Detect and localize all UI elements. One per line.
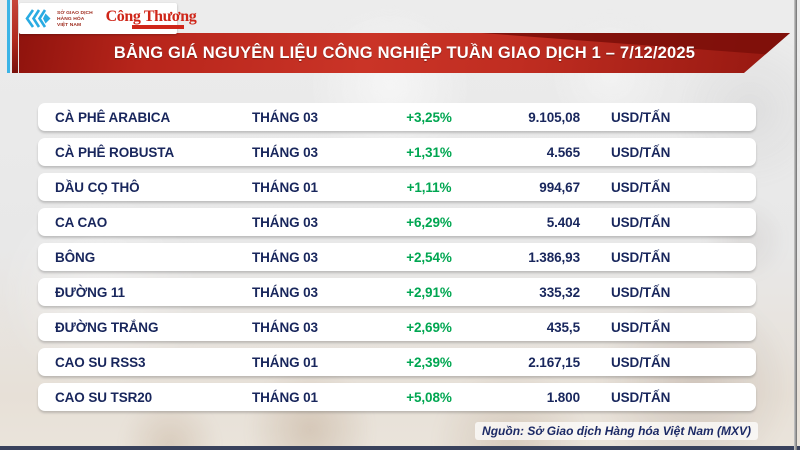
mxv-logo: SỞ GIAO DỊCH HÀNG HÓA VIỆT NAM <box>24 8 101 29</box>
price-table: CÀ PHÊ ARABICA THÁNG 03 +3,25% 9.105,08 … <box>38 103 756 418</box>
price-unit: USD/TẤN <box>611 214 671 230</box>
contract-month: THÁNG 03 <box>252 214 318 230</box>
change-percent: +6,29% <box>406 214 452 230</box>
price-unit: USD/TẤN <box>611 354 671 370</box>
mxv-text-line: HÀNG HÓA <box>57 16 85 21</box>
decor-stripe-red <box>12 0 18 73</box>
congthuong-underline <box>131 24 184 29</box>
commodity-name: DẦU CỌ THÔ <box>55 179 140 195</box>
commodity-name: ĐƯỜNG TRẮNG <box>55 319 159 335</box>
contract-month: THÁNG 03 <box>252 284 318 300</box>
decor-stripe-cyan <box>7 0 10 73</box>
congthuong-wordmark: Công Thương <box>105 7 197 25</box>
contract-month: THÁNG 01 <box>252 354 318 370</box>
logo-bar: SỞ GIAO DỊCH HÀNG HÓA VIỆT NAM Công Thươ… <box>19 3 197 34</box>
price-unit: USD/TẤN <box>611 109 671 125</box>
table-row: BÔNG THÁNG 03 +2,54% 1.386,93 USD/TẤN <box>38 243 756 271</box>
price-unit: USD/TẤN <box>611 389 671 405</box>
commodity-name: BÔNG <box>55 249 96 265</box>
price-unit: USD/TẤN <box>611 319 671 335</box>
mxv-diamond <box>43 13 51 24</box>
contract-month: THÁNG 03 <box>252 319 318 335</box>
price-value: 1.386,93 <box>528 249 580 265</box>
commodity-name: CAO SU RSS3 <box>55 354 146 370</box>
table-row: ĐƯỜNG 11 THÁNG 03 +2,91% 335,32 USD/TẤN <box>38 278 756 306</box>
price-value: 1.800 <box>546 389 580 405</box>
change-percent: +2,54% <box>406 249 452 265</box>
change-percent: +3,25% <box>406 109 452 125</box>
contract-month: THÁNG 01 <box>252 179 318 195</box>
table-row: CÀ PHÊ ARABICA THÁNG 03 +3,25% 9.105,08 … <box>38 103 756 131</box>
price-value: 2.167,15 <box>528 354 580 370</box>
title-banner: BẢNG GIÁ NGUYÊN LIỆU CÔNG NGHIỆP TUẦN GI… <box>19 33 790 73</box>
price-unit: USD/TẤN <box>611 284 671 300</box>
right-border <box>794 0 797 450</box>
change-percent: +5,08% <box>406 389 452 405</box>
change-percent: +1,11% <box>406 179 452 195</box>
contract-month: THÁNG 03 <box>252 144 318 160</box>
price-value: 5.404 <box>546 214 580 230</box>
page-title: BẢNG GIÁ NGUYÊN LIỆU CÔNG NGHIỆP TUẦN GI… <box>113 43 696 62</box>
commodity-name: CA CAO <box>55 214 108 230</box>
price-value: 335,32 <box>539 284 580 300</box>
change-percent: +1,31% <box>406 144 452 160</box>
change-percent: +2,91% <box>406 284 452 300</box>
commodity-name: CÀ PHÊ ARABICA <box>55 109 171 125</box>
table-row: CA CAO THÁNG 03 +6,29% 5.404 USD/TẤN <box>38 208 756 236</box>
table-row: CAO SU RSS3 THÁNG 01 +2,39% 2.167,15 USD… <box>38 348 756 376</box>
bottom-border <box>0 446 800 450</box>
commodity-name: CÀ PHÊ ROBUSTA <box>55 144 175 160</box>
mxv-chevrons-icon <box>25 9 51 28</box>
mxv-text-line: VIỆT NAM <box>57 22 82 27</box>
contract-month: THÁNG 03 <box>252 249 318 265</box>
congthuong-logo: Công Thương <box>105 7 197 29</box>
change-percent: +2,39% <box>406 354 452 370</box>
commodity-name: CAO SU TSR20 <box>55 389 153 405</box>
table-row: ĐƯỜNG TRẮNG THÁNG 03 +2,69% 435,5 USD/TẤ… <box>38 313 756 341</box>
table-row: CAO SU TSR20 THÁNG 01 +5,08% 1.800 USD/T… <box>38 383 756 411</box>
mxv-text-line: SỞ GIAO DỊCH <box>57 10 93 15</box>
table-row: DẦU CỌ THÔ THÁNG 01 +1,11% 994,67 USD/TẤ… <box>38 173 756 201</box>
change-percent: +2,69% <box>406 319 452 335</box>
price-value: 435,5 <box>546 319 580 335</box>
table-row: CÀ PHÊ ROBUSTA THÁNG 03 +1,31% 4.565 USD… <box>38 138 756 166</box>
price-value: 4.565 <box>546 144 580 160</box>
source-note: Nguồn: Sở Giao dịch Hàng hóa Việt Nam (M… <box>475 422 758 440</box>
contract-month: THÁNG 01 <box>252 389 318 405</box>
mxv-logo-text: SỞ GIAO DỊCH HÀNG HÓA VIỆT NAM <box>57 10 101 28</box>
price-unit: USD/TẤN <box>611 144 671 160</box>
price-unit: USD/TẤN <box>611 249 671 265</box>
price-unit: USD/TẤN <box>611 179 671 195</box>
price-value: 994,67 <box>539 179 580 195</box>
commodity-name: ĐƯỜNG 11 <box>55 284 125 300</box>
price-value: 9.105,08 <box>528 109 580 125</box>
contract-month: THÁNG 03 <box>252 109 318 125</box>
